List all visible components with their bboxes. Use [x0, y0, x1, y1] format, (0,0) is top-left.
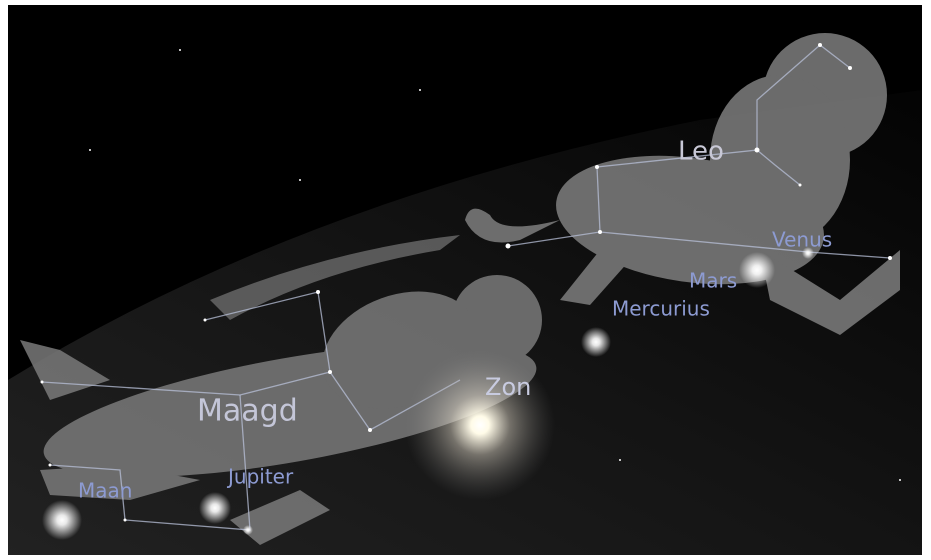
jupiter-disc — [199, 492, 231, 524]
sun — [405, 350, 555, 500]
constellation-label: Leo — [678, 137, 724, 167]
mercurius-disc — [581, 327, 611, 357]
page: Leo Maagd Venus Mars Mercurius Zon Jupit… — [0, 0, 931, 560]
mars-disc — [739, 252, 775, 288]
body-label: Mars — [689, 269, 737, 293]
star-glow — [243, 525, 253, 535]
body-label: Mercurius — [612, 297, 710, 321]
maan-disc — [42, 500, 82, 540]
body-label: Venus — [772, 228, 832, 252]
body-label: Zon — [485, 373, 531, 401]
body-label: Maan — [78, 479, 132, 503]
constellation-label: Maagd — [197, 394, 298, 429]
planetarium-view: Leo Maagd Venus Mars Mercurius Zon Jupit… — [0, 0, 931, 560]
body-label: Jupiter — [226, 465, 294, 489]
